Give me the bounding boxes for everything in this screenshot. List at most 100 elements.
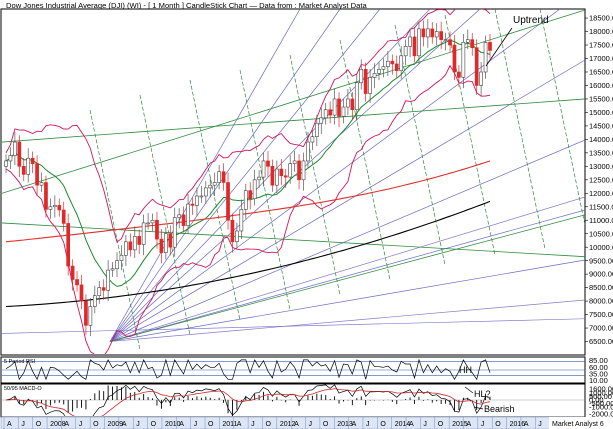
gann-grid-line	[339, 39, 391, 281]
fan-line	[109, 196, 585, 342]
uptrend-label: Uptrend	[513, 15, 549, 26]
price-tick-label: 18500.00	[589, 14, 613, 23]
price-tick-label: 12500.00	[589, 175, 613, 184]
macd-panel-label: 50/95 MACD-O	[4, 386, 42, 392]
price-tick-label: 10000.00	[589, 243, 613, 252]
candle-body	[203, 187, 208, 197]
macd-tick-label: 500.00	[589, 392, 612, 401]
candle-body	[386, 60, 390, 67]
candle-body	[465, 39, 470, 43]
time-tick-label: O	[151, 421, 157, 428]
fan-line	[109, 9, 301, 342]
price-tick-label: 14500.00	[589, 121, 613, 130]
candle-body	[346, 98, 350, 108]
time-tick-label: J	[21, 421, 25, 428]
candle-body	[84, 300, 88, 326]
candle-body	[301, 160, 306, 181]
macd-tick-label: 1000.00	[589, 389, 613, 398]
fan-line	[109, 259, 585, 342]
hh-label: HH	[459, 365, 472, 375]
time-tick-label: J	[366, 421, 370, 428]
time-tick-label: O	[36, 421, 42, 428]
price-tick-label: 13000.00	[589, 162, 613, 171]
candle-body	[283, 175, 288, 178]
price-tick-label: 10500.00	[589, 229, 613, 238]
candle-body	[479, 71, 483, 86]
gann-grid-line	[239, 69, 291, 311]
time-tick-label: 2011	[222, 421, 237, 428]
candle-body	[425, 28, 430, 38]
price-tick-label: 12000.00	[589, 189, 613, 198]
price-tick-label: 6500.00	[589, 337, 613, 346]
gann-grid-line	[494, 9, 546, 250]
moving-average-black	[5, 200, 491, 308]
candle-body	[35, 163, 39, 186]
candle-body	[297, 160, 301, 181]
candle-body	[359, 68, 364, 84]
candle-body	[239, 209, 244, 232]
price-tick-label: 16000.00	[589, 81, 613, 90]
time-tick-label: O	[208, 421, 214, 428]
candle-body	[275, 168, 279, 186]
candle-body	[61, 209, 66, 224]
price-tick-label: 18000.00	[589, 27, 613, 36]
candle-body	[172, 217, 177, 248]
candle-body	[181, 214, 186, 226]
time-tick-label: J	[136, 421, 140, 428]
candle-body	[261, 160, 266, 178]
candle-body	[408, 36, 412, 47]
candle-body	[101, 287, 106, 291]
time-tick-label: A	[179, 421, 184, 428]
candle-body	[186, 203, 190, 226]
price-tick-label: 8500.00	[589, 283, 613, 292]
candle-body	[141, 222, 146, 245]
macd-tick-label: 0.00	[589, 396, 604, 405]
macd-tick-label: 1600.00	[589, 384, 613, 393]
candle-body	[195, 195, 199, 206]
candle-body	[381, 66, 386, 70]
gann-grid-line	[189, 79, 241, 321]
price-tick-label: 11500.00	[589, 202, 613, 211]
candle-body	[44, 182, 48, 210]
time-tick-label: J	[79, 421, 83, 428]
time-tick-label: A	[7, 421, 12, 428]
macd-tick-label: -500.00	[589, 399, 613, 408]
candle-body	[159, 238, 164, 253]
rsi-tick-label: 60.00	[589, 363, 608, 372]
candle-body	[350, 98, 355, 111]
hl-arrow	[464, 386, 474, 394]
time-tick-label: O	[93, 421, 99, 428]
candle-body	[26, 157, 31, 175]
candle-body	[8, 155, 13, 162]
channel-line	[2, 98, 585, 143]
price-tick-label: 7000.00	[589, 324, 613, 333]
bollinger-upper	[5, 9, 491, 243]
time-tick-label: A	[352, 421, 357, 428]
candle-body	[270, 166, 275, 186]
candle-body	[190, 203, 195, 206]
candle-body	[266, 160, 270, 167]
time-tick-label: 2008	[50, 421, 66, 428]
candle-body	[470, 39, 475, 49]
time-tick-label: A	[294, 421, 299, 428]
rsi-line	[5, 358, 491, 381]
time-tick-label: O	[323, 421, 329, 428]
macd-axis: 1600.001000.00500.000.00-500.00-1000.00-…	[589, 384, 613, 418]
macd-line	[5, 384, 491, 416]
candle-body	[390, 60, 395, 65]
candle-body	[354, 82, 359, 111]
fan-line	[109, 9, 381, 342]
rsi-tick-label: 10.00	[589, 376, 608, 385]
candle-body	[92, 295, 97, 307]
time-tick-label: 2015	[452, 421, 468, 428]
channel-line	[2, 9, 585, 194]
candle-body	[137, 236, 142, 245]
candle-body	[314, 122, 319, 137]
candle-body	[243, 190, 248, 210]
candle-body	[288, 163, 293, 178]
candle-body	[53, 205, 57, 208]
time-tick-label: A	[122, 421, 127, 428]
candle-body	[235, 230, 239, 243]
bearish-label: Bearish	[484, 404, 515, 414]
